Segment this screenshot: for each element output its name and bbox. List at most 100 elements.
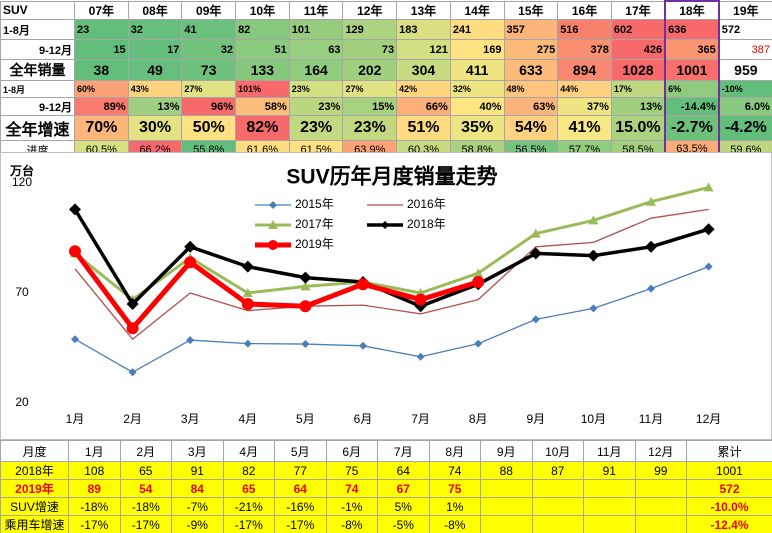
table-cell: 89% xyxy=(74,97,129,116)
table-cell: 121 xyxy=(396,39,451,60)
legend-marker xyxy=(381,221,389,229)
table-cell: 108 xyxy=(68,461,121,480)
header-cell: 月度 xyxy=(0,440,69,462)
point xyxy=(184,256,197,269)
header-cell: 13年 xyxy=(396,0,451,20)
point xyxy=(530,228,541,238)
table-cell: 96% xyxy=(181,97,237,116)
table-cell: 304 xyxy=(396,59,451,81)
series-line xyxy=(72,249,479,331)
point xyxy=(704,262,713,271)
x-tick-label: 9月 xyxy=(526,412,545,426)
point xyxy=(646,196,656,206)
table-cell: 15% xyxy=(342,97,398,116)
table-cell: 23 xyxy=(74,19,129,40)
table-cell xyxy=(531,515,584,533)
table-row: SUV增速 -18% -18% -7% -21% -16% -1% 5% 1% -10.0% xyxy=(0,497,772,516)
table-cell xyxy=(480,497,533,516)
header-cell: 3月 xyxy=(171,440,224,462)
table-cell: 516 xyxy=(557,19,612,40)
table-cell: -8% xyxy=(325,515,378,533)
point xyxy=(242,288,253,297)
header-cell: 2月 xyxy=(119,440,172,462)
table-cell: -17% xyxy=(68,515,121,533)
point xyxy=(645,240,657,253)
table-cell: 89 xyxy=(68,479,121,498)
table-cell: 73 xyxy=(342,39,398,60)
table-cell: 17% xyxy=(610,80,666,98)
legend-label: 2017年 xyxy=(295,217,334,231)
sales-table: SUV 07年 08年 09年 10年 11年 12年 13年 14年 15年 16年 17年 18年 1… xyxy=(0,0,772,160)
table-cell: 41 xyxy=(181,19,237,40)
x-tick-label: 2月 xyxy=(123,412,142,426)
legend-label: 2015年 xyxy=(295,197,334,211)
table-cell: 6% xyxy=(664,80,720,98)
table-cell: 164 xyxy=(288,59,344,81)
table-cell: 63 xyxy=(288,39,344,60)
legend-marker xyxy=(269,201,277,209)
header-cell: 19年 xyxy=(718,0,772,20)
header-cell: 14年 xyxy=(449,0,505,20)
table-cell: -10.0% xyxy=(686,497,772,516)
table-cell: 38 xyxy=(74,59,129,81)
x-tick-label: 8月 xyxy=(469,412,488,426)
point xyxy=(589,304,598,313)
table-cell: 32% xyxy=(449,80,505,98)
table-cell: -21% xyxy=(222,497,275,516)
table-cell: -7% xyxy=(171,497,224,516)
table-cell: 88 xyxy=(480,461,533,480)
table-cell: 1001 xyxy=(664,59,720,81)
chart-border xyxy=(0,152,772,440)
legend-marker xyxy=(268,220,278,229)
series-line xyxy=(74,265,709,373)
header-cell: 11年 xyxy=(288,0,344,20)
header-cell: 12年 xyxy=(342,0,398,20)
table-cell: 63% xyxy=(503,97,559,116)
table-cell: 32 xyxy=(127,19,183,40)
table-cell: 27% xyxy=(342,80,398,98)
y-axis-label: 万台 xyxy=(9,163,34,178)
point xyxy=(472,276,485,288)
header-cell: 5月 xyxy=(274,440,327,462)
table-cell: 74 xyxy=(325,479,378,498)
point xyxy=(300,281,311,291)
point xyxy=(299,300,312,313)
table-cell: -17% xyxy=(274,515,327,533)
table-cell xyxy=(531,497,584,516)
table-cell xyxy=(583,479,636,498)
legend-marker xyxy=(268,240,278,250)
table-cell xyxy=(583,497,636,516)
table-cell: 365 xyxy=(664,39,720,60)
point xyxy=(473,268,484,278)
table-cell: -8% xyxy=(428,515,481,533)
row-label: 全年销量 xyxy=(0,59,75,81)
table-cell: 387 xyxy=(718,39,772,60)
table-cell: 30% xyxy=(127,115,183,141)
table-cell: 84 xyxy=(171,479,224,498)
table-cell: -9% xyxy=(171,515,224,533)
row-label: SUV增速 xyxy=(0,497,69,516)
table-cell: 378 xyxy=(557,39,612,60)
table-row: 1-8月 23 32 41 82 101 129 183 241 357 516 602 636 572 xyxy=(0,19,772,40)
table-cell: 91 xyxy=(171,461,224,480)
header-cell: 1月 xyxy=(68,440,121,462)
table-cell: 1001 xyxy=(686,461,772,480)
header-cell: 10年 xyxy=(235,0,290,20)
table-row: 2019年 89 54 84 65 64 74 67 75 572 xyxy=(0,479,772,498)
table-cell: 67 xyxy=(377,479,430,498)
table-cell: -10% xyxy=(718,80,772,98)
legend-label: 2018年 xyxy=(407,217,446,231)
table-cell: 6.0% xyxy=(718,97,772,116)
table-cell: -17% xyxy=(222,515,275,533)
table-cell: 82 xyxy=(235,19,290,40)
table-row: 9-12月 89% 13% 96% 58% 23% 15% 66% 40% 63% 37% 13% -1… xyxy=(0,97,772,116)
table-cell: -17% xyxy=(119,515,172,533)
point xyxy=(416,352,425,361)
table-cell: 894 xyxy=(557,59,612,81)
table-cell: 13% xyxy=(610,97,666,116)
table-cell: 87 xyxy=(531,461,584,480)
point xyxy=(357,278,369,291)
table-cell: 48% xyxy=(503,80,559,98)
y-tick-label: 120 xyxy=(12,175,32,189)
table-cell: 54 xyxy=(119,479,172,498)
